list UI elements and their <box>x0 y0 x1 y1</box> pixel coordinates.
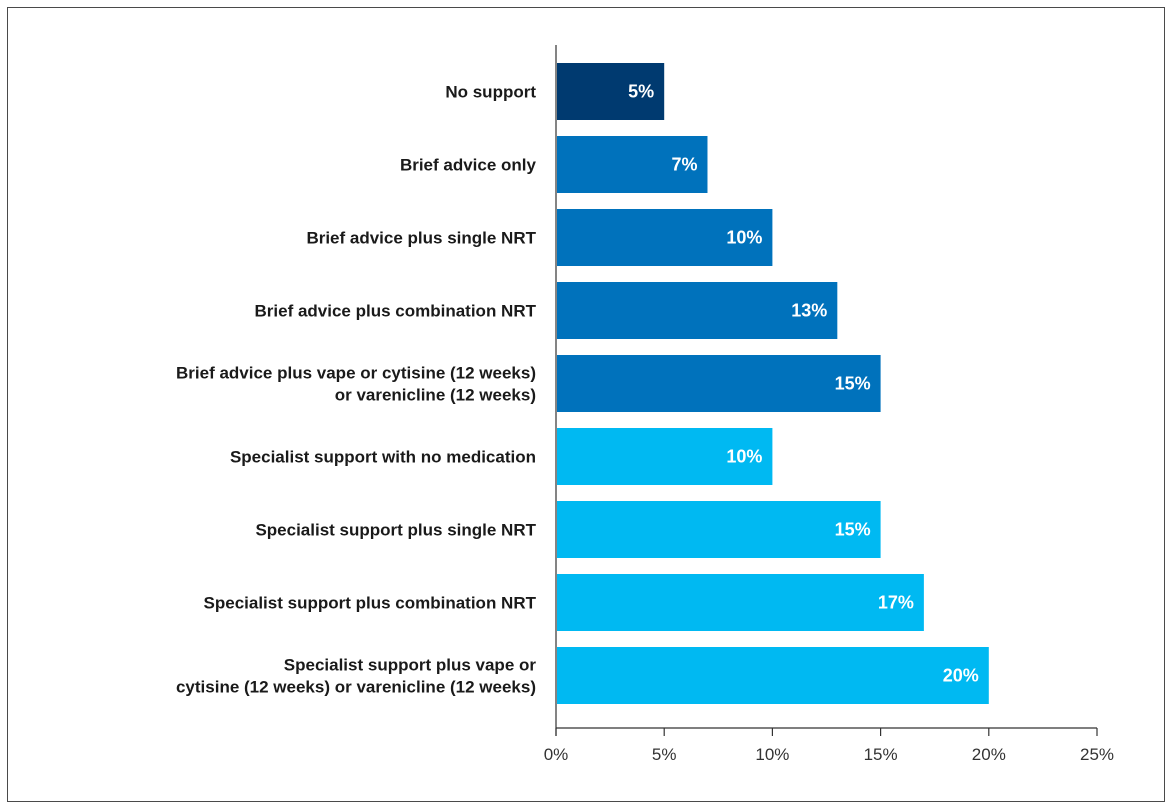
bar <box>557 355 881 412</box>
bar <box>557 574 924 631</box>
bar <box>557 136 708 193</box>
bar <box>557 209 773 266</box>
category-label: Specialist support plus vape or cytisine … <box>176 656 536 697</box>
bar <box>557 428 773 485</box>
category-label: Specialist support plus single NRT <box>255 521 536 540</box>
bar <box>557 647 989 704</box>
category-label: Brief advice plus single NRT <box>306 229 536 248</box>
bar-value-label: 13% <box>791 301 827 321</box>
bar-value-label: 10% <box>726 228 762 248</box>
category-label: Brief advice plus combination NRT <box>255 302 537 321</box>
bar <box>557 282 838 339</box>
category-label: Specialist support plus combination NRT <box>204 594 537 613</box>
x-tick-label: 15% <box>864 745 898 764</box>
x-tick-label: 0% <box>544 745 569 764</box>
x-tick-label: 25% <box>1080 745 1114 764</box>
bar-chart: 5% No support 7% Brief advice only 10% Brief … <box>176 45 1114 764</box>
x-tick-label: 5% <box>652 745 677 764</box>
category-label: Specialist support with no medication <box>230 448 536 467</box>
bar-value-label: 10% <box>726 447 762 467</box>
bar-value-label: 15% <box>835 374 871 394</box>
x-tick-label: 20% <box>972 745 1006 764</box>
bar-value-label: 15% <box>835 520 871 540</box>
bar-value-label: 5% <box>628 82 654 102</box>
bar <box>557 501 881 558</box>
category-label: No support <box>445 83 536 102</box>
bar <box>557 63 665 120</box>
bar-value-label: 20% <box>943 666 979 686</box>
category-label: Brief advice plus vape or cytisine (12 w… <box>176 364 536 405</box>
chart-frame: 5% No support 7% Brief advice only 10% Brief … <box>7 7 1165 802</box>
bar-value-label: 7% <box>671 155 697 175</box>
category-label: Brief advice only <box>400 156 537 175</box>
bar-value-label: 17% <box>878 593 914 613</box>
x-tick-label: 10% <box>755 745 789 764</box>
